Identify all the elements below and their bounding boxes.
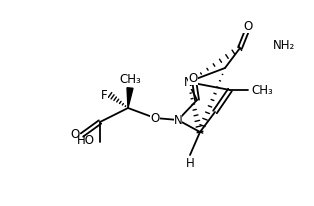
Text: H: H bbox=[186, 157, 194, 170]
Text: HO: HO bbox=[77, 133, 95, 146]
Text: O: O bbox=[150, 111, 160, 124]
Text: NH₂: NH₂ bbox=[273, 39, 295, 52]
Text: O: O bbox=[71, 129, 80, 142]
Text: F: F bbox=[101, 89, 108, 102]
Text: CH₃: CH₃ bbox=[251, 83, 273, 96]
Text: CH₃: CH₃ bbox=[119, 73, 141, 86]
Text: N: N bbox=[174, 114, 182, 126]
Text: O: O bbox=[188, 71, 198, 84]
Text: N: N bbox=[184, 76, 192, 89]
Polygon shape bbox=[127, 88, 133, 108]
Text: O: O bbox=[243, 20, 253, 33]
